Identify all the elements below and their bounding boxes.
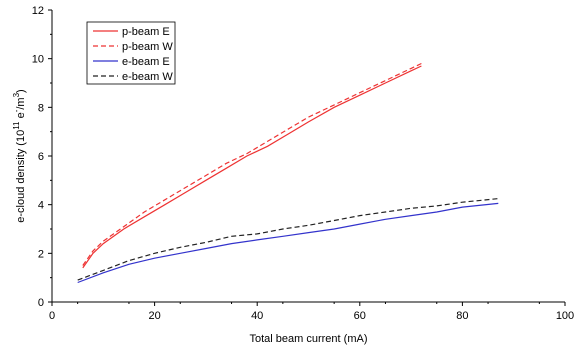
legend-label: p-beam W [122,41,173,53]
y-axis-title-prefix: e-cloud density (10 [15,130,27,223]
x-tick-label: 20 [148,310,160,322]
legend-box [86,21,176,85]
x-tick-label: 40 [251,310,263,322]
y-axis-title-mid: e [15,112,27,121]
x-axis-title: Total beam current (mA) [250,333,368,345]
x-tick-label: 100 [556,310,574,322]
y-axis-title-exp: 11 [12,121,21,130]
y-ticks: 0 2 4 6 8 10 12 [32,5,52,309]
x-tick-label: 60 [354,310,366,322]
y-axis-title-suffix: ) [15,89,27,93]
legend-label: e-beam W [122,71,173,83]
x-tick-label: 0 [49,310,55,322]
y-tick-label: 2 [38,248,44,260]
series-layer [77,62,499,284]
legend-label: e-beam E [122,56,170,68]
legend: p-beam E p-beam W e-beam E e-beam W [86,21,176,85]
series-line-e-beam-e [77,202,499,284]
y-tick-label: 6 [38,151,44,163]
y-axis-title-exp3: 3 [12,92,21,97]
y-tick-label: 10 [32,54,44,66]
y-tick-label: 12 [32,5,44,17]
x-ticks: 0 20 40 60 80 100 [49,302,574,322]
y-axis-title: e-cloud density (1011 e-/m3) [12,89,27,222]
legend-label: p-beam E [122,26,170,38]
y-tick-label: 0 [38,297,44,309]
series-line-e-beam-w [77,198,499,281]
y-axis-title-minus: - [12,109,21,112]
series-line-p-beam-w [82,62,422,266]
y-tick-label: 8 [38,102,44,114]
y-axis-title-slash: /m [15,97,27,109]
y-tick-label: 4 [38,200,44,212]
series-line-p-beam-e [82,65,422,269]
x-tick-label: 80 [456,310,468,322]
